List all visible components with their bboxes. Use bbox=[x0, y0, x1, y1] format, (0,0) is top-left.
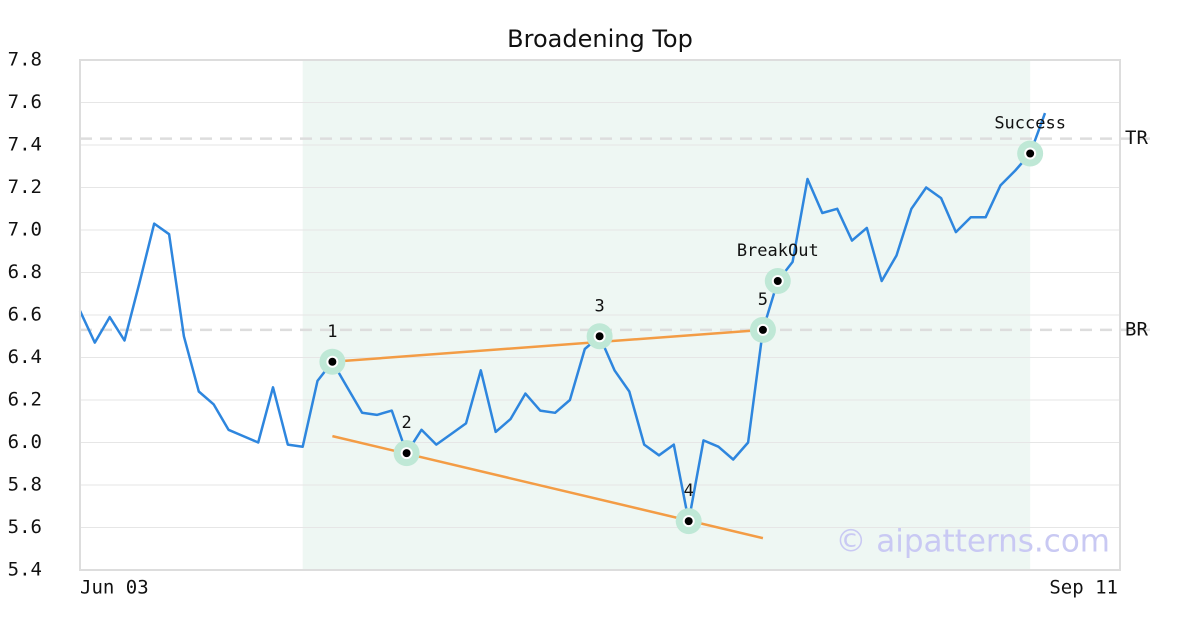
y-tick-label: 5.6 bbox=[8, 516, 42, 538]
x-tick-label: Jun 03 bbox=[80, 577, 149, 599]
y-tick-label: 7.8 bbox=[8, 49, 42, 71]
marker-dot bbox=[771, 275, 784, 287]
y-tick-label: 6.0 bbox=[8, 431, 42, 453]
marker-dot bbox=[1024, 147, 1037, 160]
marker-label: 5 bbox=[758, 290, 768, 310]
y-tick-label: 6.2 bbox=[8, 389, 42, 411]
y-tick-label: 6.6 bbox=[8, 304, 42, 326]
y-tick-label: 6.8 bbox=[8, 261, 42, 283]
watermark: © aipatterns.com bbox=[835, 524, 1110, 560]
chart-title: Broadening Top bbox=[507, 25, 693, 53]
y-tick-label: 7.4 bbox=[8, 134, 42, 156]
marker-label: 4 bbox=[684, 481, 694, 501]
y-tick-label: 5.4 bbox=[8, 559, 42, 581]
marker-dot bbox=[593, 330, 606, 343]
level-label: TR bbox=[1125, 127, 1148, 149]
y-tick-label: 7.2 bbox=[8, 176, 42, 198]
marker-dot bbox=[682, 515, 695, 528]
marker-label: 2 bbox=[401, 413, 411, 433]
level-label: BR bbox=[1125, 318, 1148, 340]
marker-label: 1 bbox=[327, 322, 337, 342]
y-tick-label: 5.8 bbox=[8, 474, 42, 496]
x-tick-label: Sep 11 bbox=[1049, 577, 1118, 599]
marker-dot bbox=[756, 323, 769, 336]
trend-line bbox=[332, 328, 764, 363]
price-line bbox=[78, 112, 1047, 523]
plot-frame bbox=[79, 59, 1121, 571]
marker-dot bbox=[400, 447, 413, 460]
y-tick-label: 7.6 bbox=[8, 91, 42, 113]
y-tick-label: 7.0 bbox=[8, 219, 42, 241]
marker-dot bbox=[326, 355, 339, 368]
y-tick-label: 6.4 bbox=[8, 346, 42, 368]
marker-label: BreakOut bbox=[737, 241, 819, 261]
marker-label: Success bbox=[994, 114, 1066, 134]
marker-label: 3 bbox=[594, 296, 604, 316]
